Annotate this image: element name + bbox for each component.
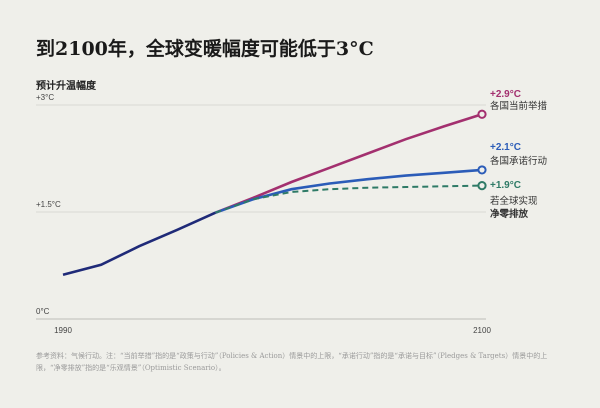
- chart-title: 到2100年，全球变暖幅度可能低于3°C: [36, 38, 374, 60]
- series-end-marker: [477, 165, 487, 175]
- footnote: 参考资料：气候行动。注：“当前举措”指的是“政策与行动”（Policies & …: [36, 352, 548, 372]
- series-name: 各国承诺行动: [490, 155, 547, 167]
- series-end-value: +2.9°C: [490, 89, 521, 100]
- series-name: 净零排放: [490, 208, 529, 220]
- y-axis-label: 预计升温幅度: [36, 81, 96, 92]
- x-tick-label: 1990: [54, 326, 72, 335]
- series-name: 各国当前举措: [490, 100, 548, 112]
- y-tick-label: 0°C: [36, 307, 50, 316]
- series-end-value: +2.1°C: [490, 142, 521, 153]
- y-tick-label: +1.5°C: [36, 200, 61, 209]
- x-tick-label: 2100: [473, 326, 491, 335]
- series-end-marker: [477, 181, 487, 191]
- series-end-marker: [477, 109, 487, 119]
- y-tick-label: +3°C: [36, 93, 54, 102]
- historical-line: [62, 211, 216, 277]
- series-line-2: [215, 184, 483, 214]
- series-line-1: [214, 168, 483, 214]
- series-name: 若全球实现: [490, 195, 538, 207]
- series-end-value: +1.9°C: [490, 180, 521, 191]
- series-line-0: [214, 113, 483, 214]
